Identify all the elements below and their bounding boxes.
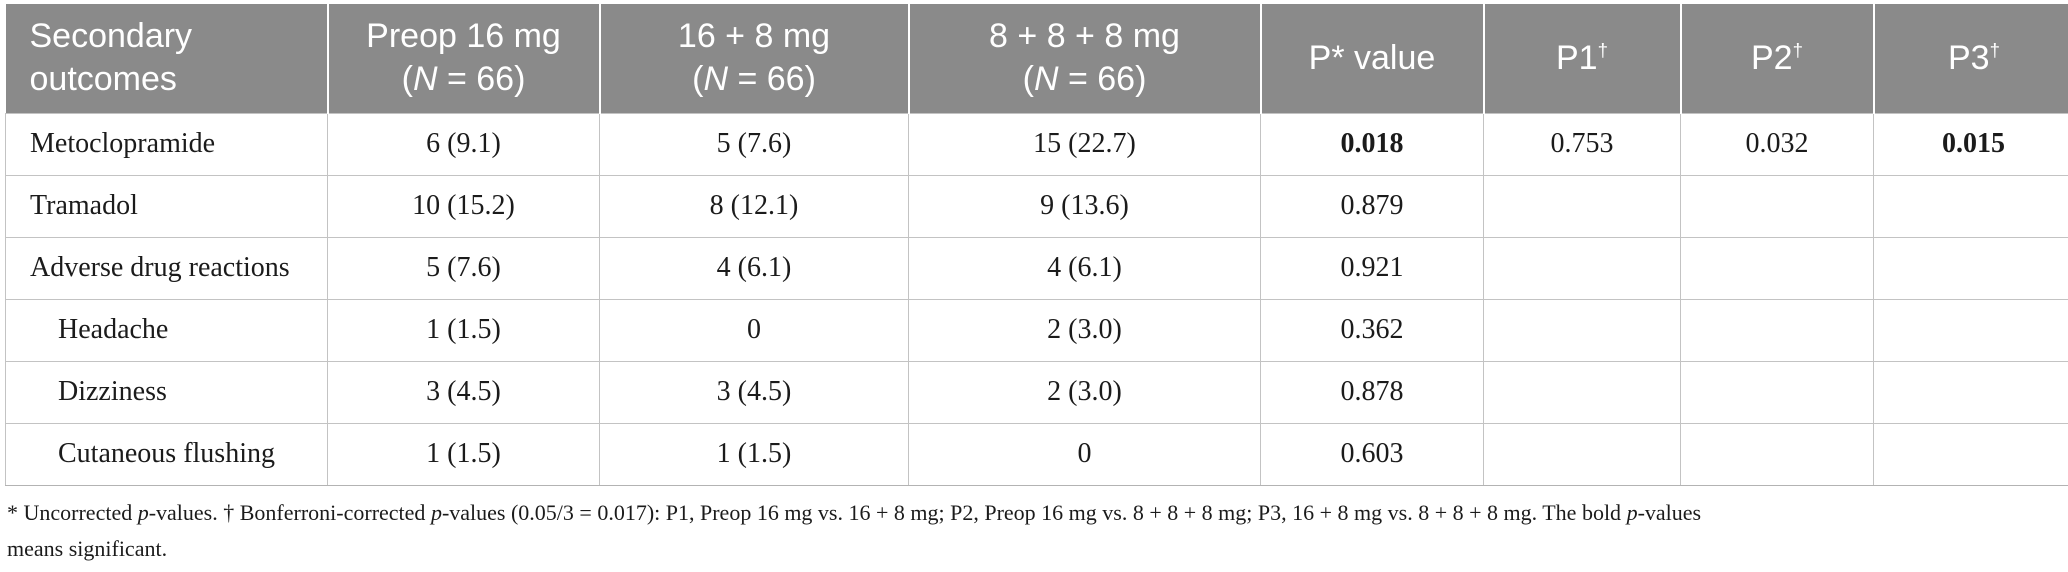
column-header-8-8-8mg: 8 + 8 + 8 mg (N = 66) bbox=[907, 4, 1261, 113]
value-cell: 2 (3.0) bbox=[908, 298, 1261, 362]
value-cell: 0.015 bbox=[1873, 112, 2068, 176]
column-header-p-value: P* value bbox=[1259, 4, 1484, 113]
dagger-superscript: † bbox=[1989, 39, 2000, 61]
text-segment: outcomes bbox=[29, 60, 177, 99]
value-cell: 9 (13.6) bbox=[908, 174, 1261, 238]
value-cell: 4 (6.1) bbox=[908, 236, 1261, 300]
text-segment: P* value bbox=[1308, 38, 1436, 77]
text-segment: P2 bbox=[1751, 38, 1793, 77]
text-segment: P1 bbox=[1556, 38, 1598, 77]
row-label: Dizziness bbox=[5, 360, 328, 424]
empty-cell bbox=[1873, 422, 2068, 486]
text-segment: -values (0.05/3 = 0.017): P1, Preop 16 m… bbox=[441, 499, 1627, 525]
table-footnote: * Uncorrected p-values. † Bonferroni-cor… bbox=[5, 495, 2063, 567]
text-segment: means significant. bbox=[7, 535, 168, 561]
row-label: Cutaneous flushing bbox=[5, 422, 328, 486]
table-row: Dizziness 3 (4.5) 3 (4.5) 2 (3.0) 0.878 bbox=[5, 360, 2068, 424]
value-cell: 5 (7.6) bbox=[327, 236, 600, 300]
value-cell: 1 (1.5) bbox=[327, 298, 600, 362]
value-cell: 6 (9.1) bbox=[327, 112, 600, 176]
italic-text: N bbox=[1033, 60, 1059, 99]
value-cell: 0.878 bbox=[1260, 360, 1484, 424]
table-body: Metoclopramide 6 (9.1) 5 (7.6) 15 (22.7) 0.0… bbox=[5, 112, 2068, 486]
empty-cell bbox=[1873, 174, 2068, 238]
empty-cell bbox=[1483, 236, 1681, 300]
text-segment: ( bbox=[1022, 60, 1034, 99]
empty-cell bbox=[1873, 360, 2068, 424]
table-row: Cutaneous flushing 1 (1.5) 1 (1.5) 0 0.603 bbox=[5, 422, 2068, 486]
empty-cell bbox=[1483, 422, 1681, 486]
row-label: Metoclopramide bbox=[5, 112, 328, 176]
table-header: Secondary outcomes Preop 16 mg (N = 66) 16 +… bbox=[5, 4, 2068, 113]
column-header-secondary-outcomes: Secondary outcomes bbox=[5, 4, 328, 113]
text-segment: Preop 16 mg bbox=[366, 17, 561, 56]
empty-cell bbox=[1680, 422, 1874, 486]
table-row: Metoclopramide 6 (9.1) 5 (7.6) 15 (22.7) 0.0… bbox=[5, 112, 2068, 176]
italic-text: N bbox=[703, 60, 728, 99]
text-segment: = 66) bbox=[437, 60, 526, 99]
value-cell: 15 (22.7) bbox=[908, 112, 1261, 176]
text-segment: Secondary bbox=[29, 17, 193, 56]
footnote-line: * Uncorrected p-values. † Bonferroni-cor… bbox=[7, 495, 2063, 531]
text-segment: ( bbox=[692, 60, 704, 99]
value-cell: 3 (4.5) bbox=[327, 360, 600, 424]
empty-cell bbox=[1680, 236, 1874, 300]
empty-cell bbox=[1483, 174, 1681, 238]
italic-text: p bbox=[1626, 499, 1638, 525]
empty-cell bbox=[1873, 298, 2068, 362]
table-row: Headache 1 (1.5) 0 2 (3.0) 0.362 bbox=[5, 298, 2068, 362]
empty-cell bbox=[1680, 174, 1874, 238]
empty-cell bbox=[1483, 298, 1681, 362]
text-segment: = 66) bbox=[1058, 60, 1147, 99]
dagger-superscript: † bbox=[1792, 39, 1803, 61]
text-segment: -values bbox=[1637, 499, 1702, 525]
italic-text: N bbox=[412, 60, 438, 99]
value-cell: 0.921 bbox=[1260, 236, 1484, 300]
text-segment: ( bbox=[401, 60, 413, 99]
value-cell: 0.879 bbox=[1260, 174, 1484, 238]
table-row: Adverse drug reactions 5 (7.6) 4 (6.1) 4 (6… bbox=[5, 236, 2068, 300]
text-segment: * Uncorrected bbox=[7, 499, 138, 525]
empty-cell bbox=[1680, 298, 1874, 362]
row-label: Tramadol bbox=[5, 174, 328, 238]
value-cell: 5 (7.6) bbox=[599, 112, 909, 176]
value-cell: 0 bbox=[599, 298, 909, 362]
text-segment: 16 + 8 mg bbox=[677, 17, 831, 56]
column-header-p1: P1† bbox=[1482, 4, 1681, 113]
value-cell: 0.032 bbox=[1680, 112, 1874, 176]
secondary-outcomes-table: Secondary outcomes Preop 16 mg (N = 66) 16 +… bbox=[5, 4, 2068, 486]
text-segment: 8 + 8 + 8 mg bbox=[989, 17, 1180, 56]
row-label: Adverse drug reactions bbox=[5, 236, 328, 300]
empty-cell bbox=[1483, 360, 1681, 424]
value-cell: 1 (1.5) bbox=[599, 422, 909, 486]
italic-text: p bbox=[430, 499, 442, 525]
empty-cell bbox=[1680, 360, 1874, 424]
value-cell: 10 (15.2) bbox=[327, 174, 600, 238]
row-label: Headache bbox=[5, 298, 328, 362]
value-cell: 0.753 bbox=[1483, 112, 1681, 176]
empty-cell bbox=[1873, 236, 2068, 300]
value-cell: 4 (6.1) bbox=[599, 236, 909, 300]
table-row: Tramadol 10 (15.2) 8 (12.1) 9 (13.6) 0.879 bbox=[5, 174, 2068, 238]
value-cell: 3 (4.5) bbox=[599, 360, 909, 424]
dagger-superscript: † bbox=[1597, 39, 1608, 61]
value-cell: 0.603 bbox=[1260, 422, 1484, 486]
column-header-16-8mg: 16 + 8 mg (N = 66) bbox=[598, 4, 909, 113]
value-cell: 8 (12.1) bbox=[599, 174, 909, 238]
column-header-preop-16mg: Preop 16 mg (N = 66) bbox=[326, 4, 600, 113]
value-cell: 1 (1.5) bbox=[327, 422, 600, 486]
value-cell: 0 bbox=[908, 422, 1261, 486]
footnote-line: means significant. bbox=[7, 531, 2063, 567]
text-segment: = 66) bbox=[728, 60, 816, 99]
value-cell: 0.362 bbox=[1260, 298, 1484, 362]
column-header-p2: P2† bbox=[1679, 4, 1874, 113]
table-header-row: Secondary outcomes Preop 16 mg (N = 66) 16 +… bbox=[5, 4, 2068, 113]
value-cell: 0.018 bbox=[1260, 112, 1484, 176]
column-header-p3: P3† bbox=[1872, 4, 2068, 113]
text-segment: -values. † Bonferroni-corrected bbox=[148, 499, 431, 525]
value-cell: 2 (3.0) bbox=[908, 360, 1261, 424]
text-segment: P3 bbox=[1948, 38, 1990, 77]
italic-text: p bbox=[137, 499, 149, 525]
